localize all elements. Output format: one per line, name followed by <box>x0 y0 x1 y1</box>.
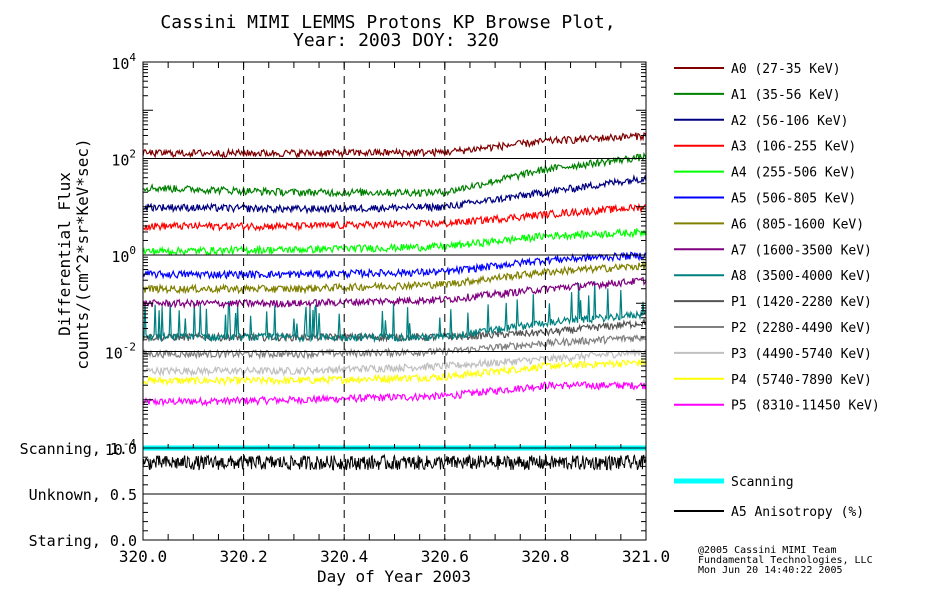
x-tick-label: 320.0 <box>119 547 167 566</box>
legend-label: P3 (4490-5740 KeV) <box>731 347 872 362</box>
series-line <box>142 276 647 310</box>
lower-panel <box>142 445 647 472</box>
legend-label: P4 (5740-7890 KeV) <box>731 373 872 388</box>
series-line <box>142 202 647 232</box>
x-tick-label: 320.2 <box>220 547 268 566</box>
series-line <box>142 251 647 280</box>
y-tick-label: 102 <box>111 148 136 170</box>
series-line <box>142 348 647 377</box>
y-axis-label-line1: Differential Flux <box>55 172 74 336</box>
credit-line: Fundamental Technologies, LLC <box>698 555 873 566</box>
credits: @2005 Cassini MIMI Team Fundamental Tech… <box>698 546 873 576</box>
series-line <box>142 227 647 257</box>
y-tick-label: 10-2 <box>105 341 136 363</box>
legend-label: A1 (35-56 KeV) <box>731 88 841 103</box>
y-axis-label-line2: counts/(cm^2*sr*KeV*sec) <box>73 138 92 369</box>
x-tick-label: 320.8 <box>521 547 569 566</box>
lower-tick-label: Unknown, 0.5 <box>29 486 137 504</box>
x-tick-label: 320.4 <box>320 547 368 566</box>
x-tick-label: 320.6 <box>421 547 469 566</box>
legend-label: P2 (2280-4490 KeV) <box>731 321 872 336</box>
legend-label: A7 (1600-3500 KeV) <box>731 243 872 258</box>
legend-label: Scanning <box>731 475 794 490</box>
legend-label: P1 (1420-2280 KeV) <box>731 295 872 310</box>
lower-tick-label: Scanning, 1.0 <box>20 440 137 458</box>
series-line <box>142 174 647 215</box>
legend-label: P5 (8310-11450 KeV) <box>731 399 880 414</box>
credit-line: @2005 Cassini MIMI Team <box>698 545 837 556</box>
credit-line: Mon Jun 20 14:40:22 2005 <box>698 565 843 576</box>
y-tick-label: 104 <box>111 51 136 73</box>
y-tick-label: 10-4 <box>105 437 137 459</box>
x-tick-label: 321.0 <box>622 547 670 566</box>
legend-label: A5 Anisotropy (%) <box>731 505 864 520</box>
series-line <box>142 357 647 387</box>
legend-label: A5 (506-805 KeV) <box>731 192 856 207</box>
chart-title: Cassini MIMI LEMMS Protons KP Browse Plo… <box>160 12 615 33</box>
series-line <box>142 132 647 159</box>
anisotropy-line <box>142 453 647 472</box>
legend-label: A8 (3500-4000 KeV) <box>731 269 872 284</box>
series-line <box>142 260 647 295</box>
legend-label: A2 (56-106 KeV) <box>731 114 848 129</box>
lower-tick-label: Staring, 0.0 <box>29 532 137 550</box>
legend-label: A0 (27-35 KeV) <box>731 62 841 77</box>
y-tick-label: 100 <box>111 244 136 266</box>
x-axis-label: Day of Year 2003 <box>317 567 471 586</box>
chart-subtitle: Year: 2003 DOY: 320 <box>293 30 499 51</box>
series-line <box>142 151 647 198</box>
upper-panel <box>142 132 647 408</box>
legend-label: A6 (805-1600 KeV) <box>731 217 864 232</box>
legend-label: A4 (255-506 KeV) <box>731 166 856 181</box>
series-line <box>142 381 647 408</box>
series-line <box>142 281 647 344</box>
legend-label: A3 (106-255 KeV) <box>731 140 856 155</box>
legend: A0 (27-35 KeV) A1 (35-56 KeV) A2 (56-106 K… <box>674 62 880 520</box>
